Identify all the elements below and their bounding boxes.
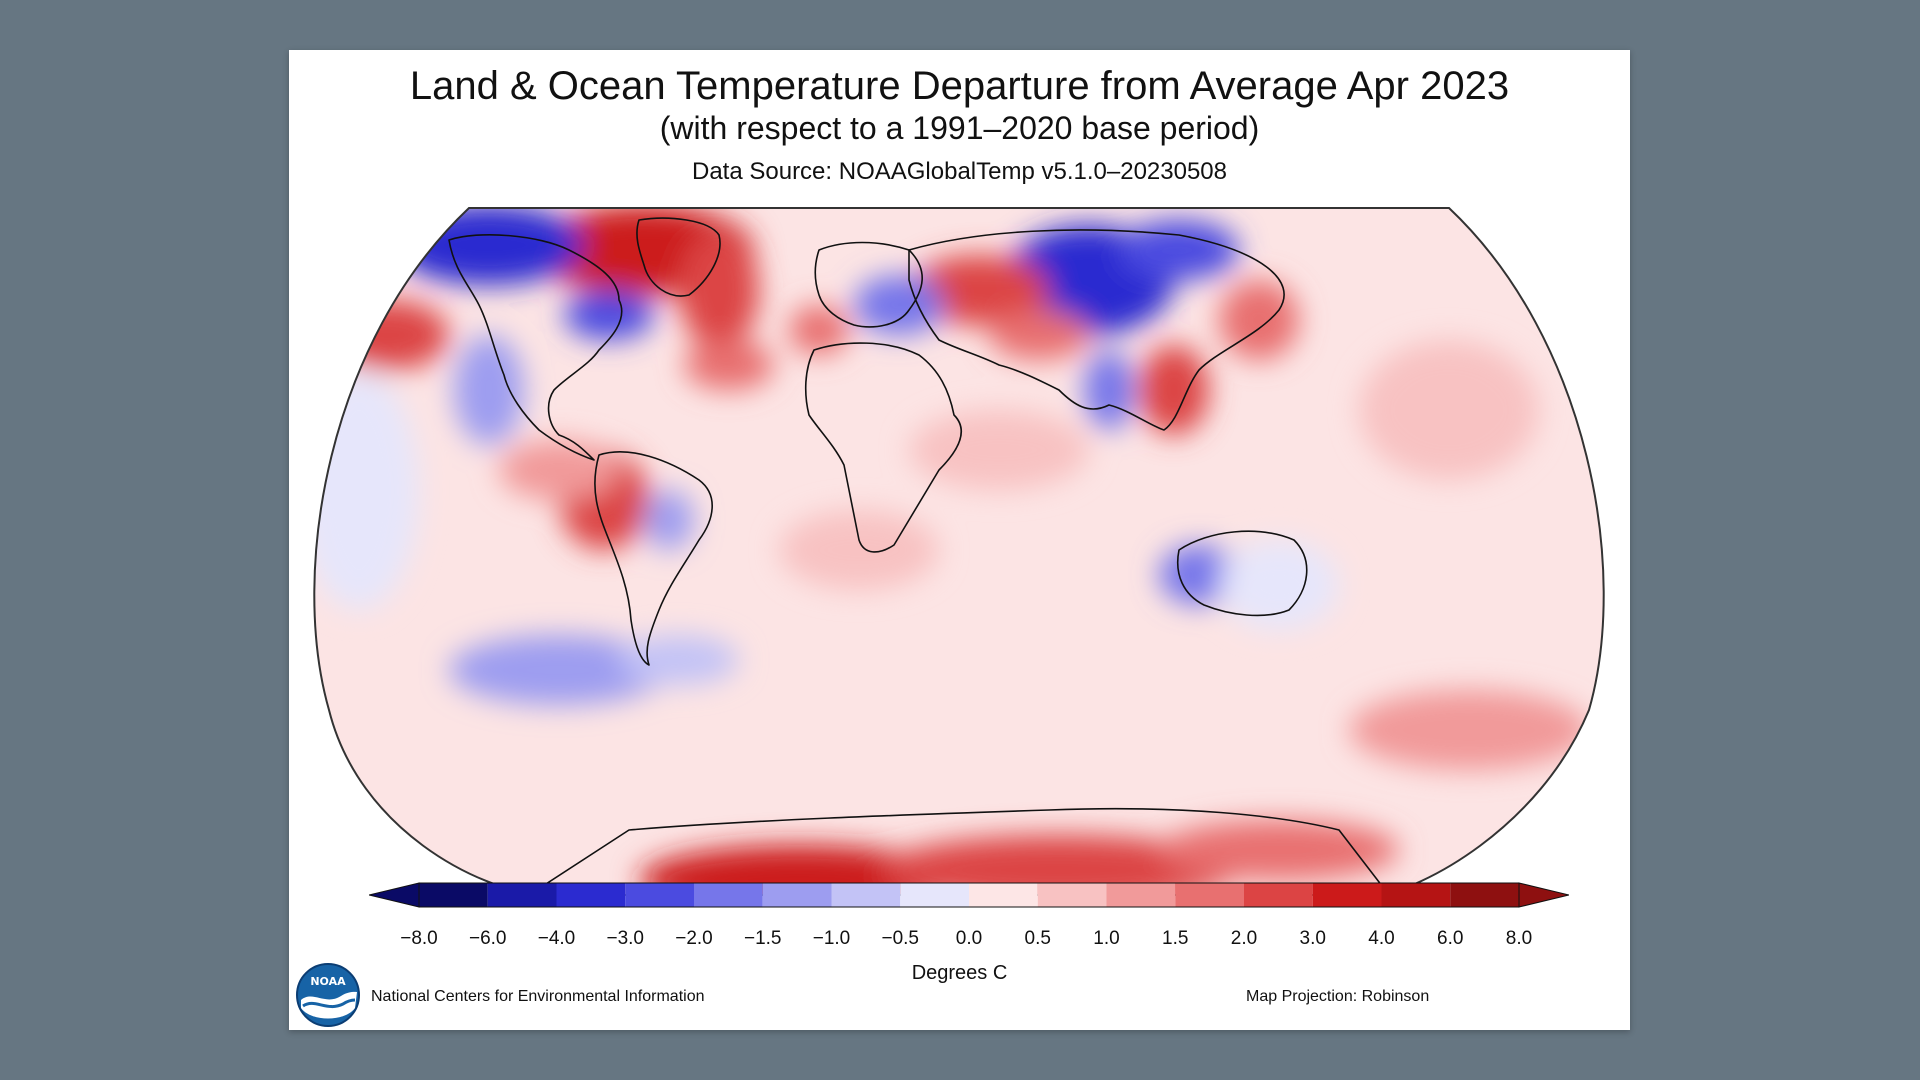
legend-arrow-min xyxy=(369,882,420,908)
south-america-outline xyxy=(594,451,713,666)
noaa-logo: NOAA xyxy=(296,963,360,1027)
anomaly-se-asia xyxy=(1139,345,1209,435)
legend-swatch xyxy=(487,883,557,907)
data-source: Data Source: NOAAGlobalTemp v5.1.0–20230… xyxy=(692,158,1227,185)
coastlines xyxy=(448,217,1390,895)
svg-text:NOAA: NOAA xyxy=(310,975,346,988)
legend-tick-label: 0.0 xyxy=(955,928,983,949)
australia-outline xyxy=(1177,530,1308,617)
legend-tick-label: 2.0 xyxy=(1230,928,1258,949)
legend-swatch xyxy=(762,883,832,907)
legend-tick-label: −4.0 xyxy=(537,928,576,949)
legend-arrow-max xyxy=(1518,882,1569,908)
anomaly-antarctica xyxy=(639,845,959,895)
north-america-outline xyxy=(448,234,623,461)
legend-tick-label: −8.0 xyxy=(400,928,438,949)
legend-swatch xyxy=(1312,883,1382,907)
legend-swatch xyxy=(969,883,1038,907)
legend-swatch xyxy=(1037,883,1107,907)
projection-text: Map Projection: Robinson xyxy=(1246,988,1430,1005)
legend-swatch xyxy=(900,883,969,907)
legend-swatch xyxy=(1244,883,1313,907)
legend-tick-label: 1.0 xyxy=(1093,928,1120,949)
asia-outline xyxy=(908,229,1285,431)
legend-tick-label: −3.0 xyxy=(606,928,645,949)
europe-outline xyxy=(814,241,923,328)
temperature-anomaly-map xyxy=(313,207,1605,896)
legend-swatch xyxy=(1381,883,1451,907)
legend-tick-label: 0.5 xyxy=(1024,928,1051,949)
legend-swatch xyxy=(556,883,626,907)
map-subtitle: (with respect to a 1991–2020 base period… xyxy=(659,110,1260,146)
map-title: Land & Ocean Temperature Departure from … xyxy=(409,64,1510,108)
legend-swatch xyxy=(694,883,763,907)
legend-swatch xyxy=(1175,883,1244,907)
legend-tick-label: 4.0 xyxy=(1368,928,1395,949)
legend-tick-label: 3.0 xyxy=(1299,928,1326,949)
anomaly-central-asia xyxy=(909,255,1049,325)
legend-tick-label: −2.0 xyxy=(675,928,713,949)
africa-outline xyxy=(804,342,963,553)
units-label: Degrees C xyxy=(911,962,1008,984)
legend-tick-label: −6.0 xyxy=(468,928,507,949)
legend-tick-label: −1.5 xyxy=(743,928,782,949)
map-figure: Land & Ocean Temperature Departure from … xyxy=(289,50,1630,1030)
legend-swatch xyxy=(1450,883,1519,907)
anomaly-south-pacific xyxy=(449,635,669,705)
legend-tick-label: 6.0 xyxy=(1437,928,1464,949)
credit-text: National Centers for Environmental Infor… xyxy=(371,988,705,1005)
color-legend xyxy=(369,882,1569,908)
antarctica-outline xyxy=(528,807,1390,895)
legend-tick-label: −0.5 xyxy=(881,928,920,949)
legend-swatch xyxy=(419,883,488,907)
greenland-outline xyxy=(636,217,721,297)
anomaly-europe xyxy=(854,275,944,335)
legend-tick-label: 1.5 xyxy=(1162,928,1189,949)
legend-tick-label: −1.0 xyxy=(812,928,851,949)
legend-swatch xyxy=(1106,883,1176,907)
legend-tick-label: 8.0 xyxy=(1505,928,1533,949)
anomaly-australia xyxy=(1159,545,1239,605)
legend-swatch xyxy=(831,883,901,907)
legend-swatch xyxy=(625,883,694,907)
